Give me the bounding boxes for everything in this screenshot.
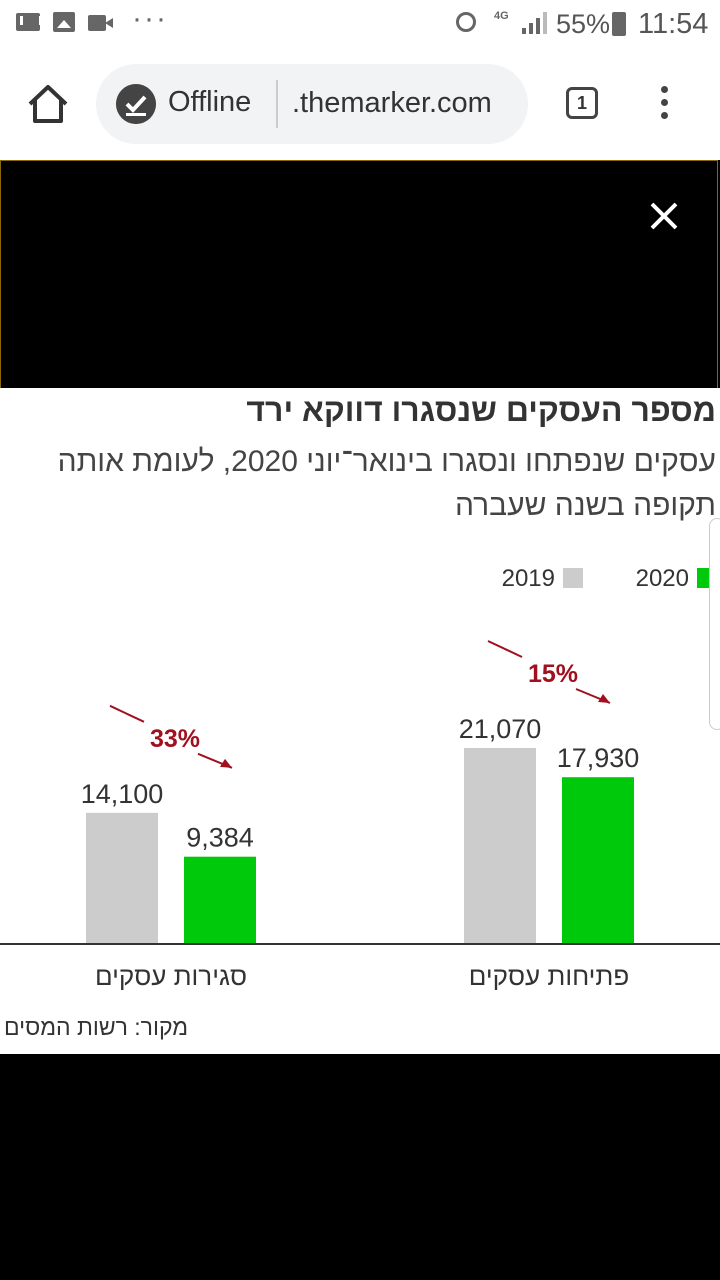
- tab-switcher-button[interactable]: 1: [566, 87, 598, 119]
- bar-2020-1: [562, 777, 634, 944]
- bar-chart: 2019 2020 14,100 9,384 סגירות עסקים 33% 21,070…: [0, 565, 720, 991]
- network-type: 4G: [494, 10, 509, 22]
- legend-label-2020: 2020: [636, 565, 689, 592]
- category-label-0: סגירות עסקים: [95, 961, 247, 991]
- legend-swatch-2019: [563, 568, 583, 588]
- url-text[interactable]: .themarker.com: [292, 87, 492, 119]
- data-label-2019-0: 14,100: [81, 779, 164, 809]
- omnibox-divider: [276, 80, 278, 128]
- change-arrowhead-1: [598, 694, 610, 703]
- graphic-subtitle: עסקים שנפתחו ונסגרו בינואר־יוני 2020, לע…: [57, 445, 716, 522]
- source-note: מקור: רשות המסים: [4, 1014, 189, 1040]
- data-label-2020-1: 17,930: [557, 743, 640, 773]
- battery-icon: [612, 12, 626, 36]
- category-label-1: פתיחות עסקים: [469, 961, 630, 991]
- scroll-handle[interactable]: [709, 518, 720, 730]
- data-label-2019-1: 21,070: [459, 714, 542, 744]
- close-icon[interactable]: [644, 196, 684, 236]
- graphic-title: מספר העסקים שנסגרו דווקא ירד: [246, 392, 716, 428]
- legend-label-2019: 2019: [502, 565, 555, 592]
- mail-icon: [16, 13, 42, 31]
- change-arrowhead-0: [220, 758, 232, 768]
- video-icon: [88, 15, 113, 31]
- battery-percent: 55%: [556, 9, 611, 39]
- change-arrow-start-1: [487, 640, 523, 658]
- browser-toolbar: Offline .themarker.com 1: [0, 50, 720, 160]
- bar-2019-0: [86, 812, 158, 944]
- home-icon[interactable]: [26, 82, 70, 126]
- signal-icon: [522, 12, 547, 34]
- alarm-icon: [456, 12, 476, 32]
- clock: 11:54: [638, 8, 709, 40]
- more-dots-icon: ···: [132, 2, 168, 35]
- change-label-1: 15%: [528, 660, 578, 688]
- data-label-2020-0: 9,384: [186, 823, 254, 853]
- image-icon: [53, 12, 75, 32]
- bar-2019-1: [464, 748, 536, 944]
- change-label-0: 33%: [150, 725, 200, 753]
- offline-check-icon[interactable]: [116, 84, 156, 124]
- overflow-menu-icon[interactable]: [652, 86, 676, 126]
- status-bar: ··· 4G 55% 11:54: [0, 0, 720, 50]
- address-bar[interactable]: Offline .themarker.com: [96, 64, 528, 144]
- bar-2020-0: [184, 856, 256, 944]
- infographic: מספר העסקים שנסגרו דווקא ירד עסקים שנפתח…: [0, 388, 720, 1054]
- change-arrow-start-0: [109, 704, 145, 723]
- offline-label[interactable]: Offline: [168, 86, 252, 118]
